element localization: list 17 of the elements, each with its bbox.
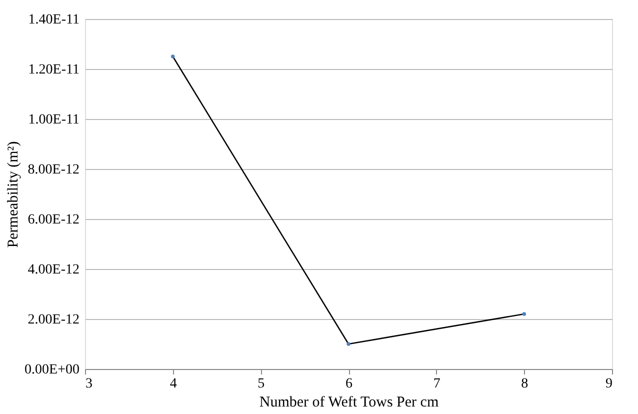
x-tick-label: 3 [86, 376, 92, 392]
x-tick-label: 6 [346, 376, 352, 392]
y-tick-label: 0.00E+00 [24, 362, 80, 378]
x-tick-label: 9 [606, 376, 612, 392]
x-tick-label: 4 [170, 376, 177, 392]
x-tick-label: 8 [521, 376, 528, 392]
y-tick-label: 4.00E-12 [28, 262, 80, 278]
y-axis-title: Permeability (m²) [6, 141, 22, 248]
y-tick-label: 1.00E-11 [28, 112, 80, 128]
y-tick-label: 2.00E-12 [28, 312, 80, 328]
x-tick-label: 5 [258, 376, 265, 392]
x-tick-label: 7 [433, 376, 440, 392]
y-tick-label: 8.00E-12 [28, 162, 80, 178]
y-tick-label: 6.00E-12 [28, 212, 80, 228]
y-tick-label: 1.20E-11 [28, 62, 80, 78]
x-axis-title: Number of Weft Tows Per cm [259, 394, 439, 410]
y-tick-label: 1.40E-11 [28, 12, 80, 28]
